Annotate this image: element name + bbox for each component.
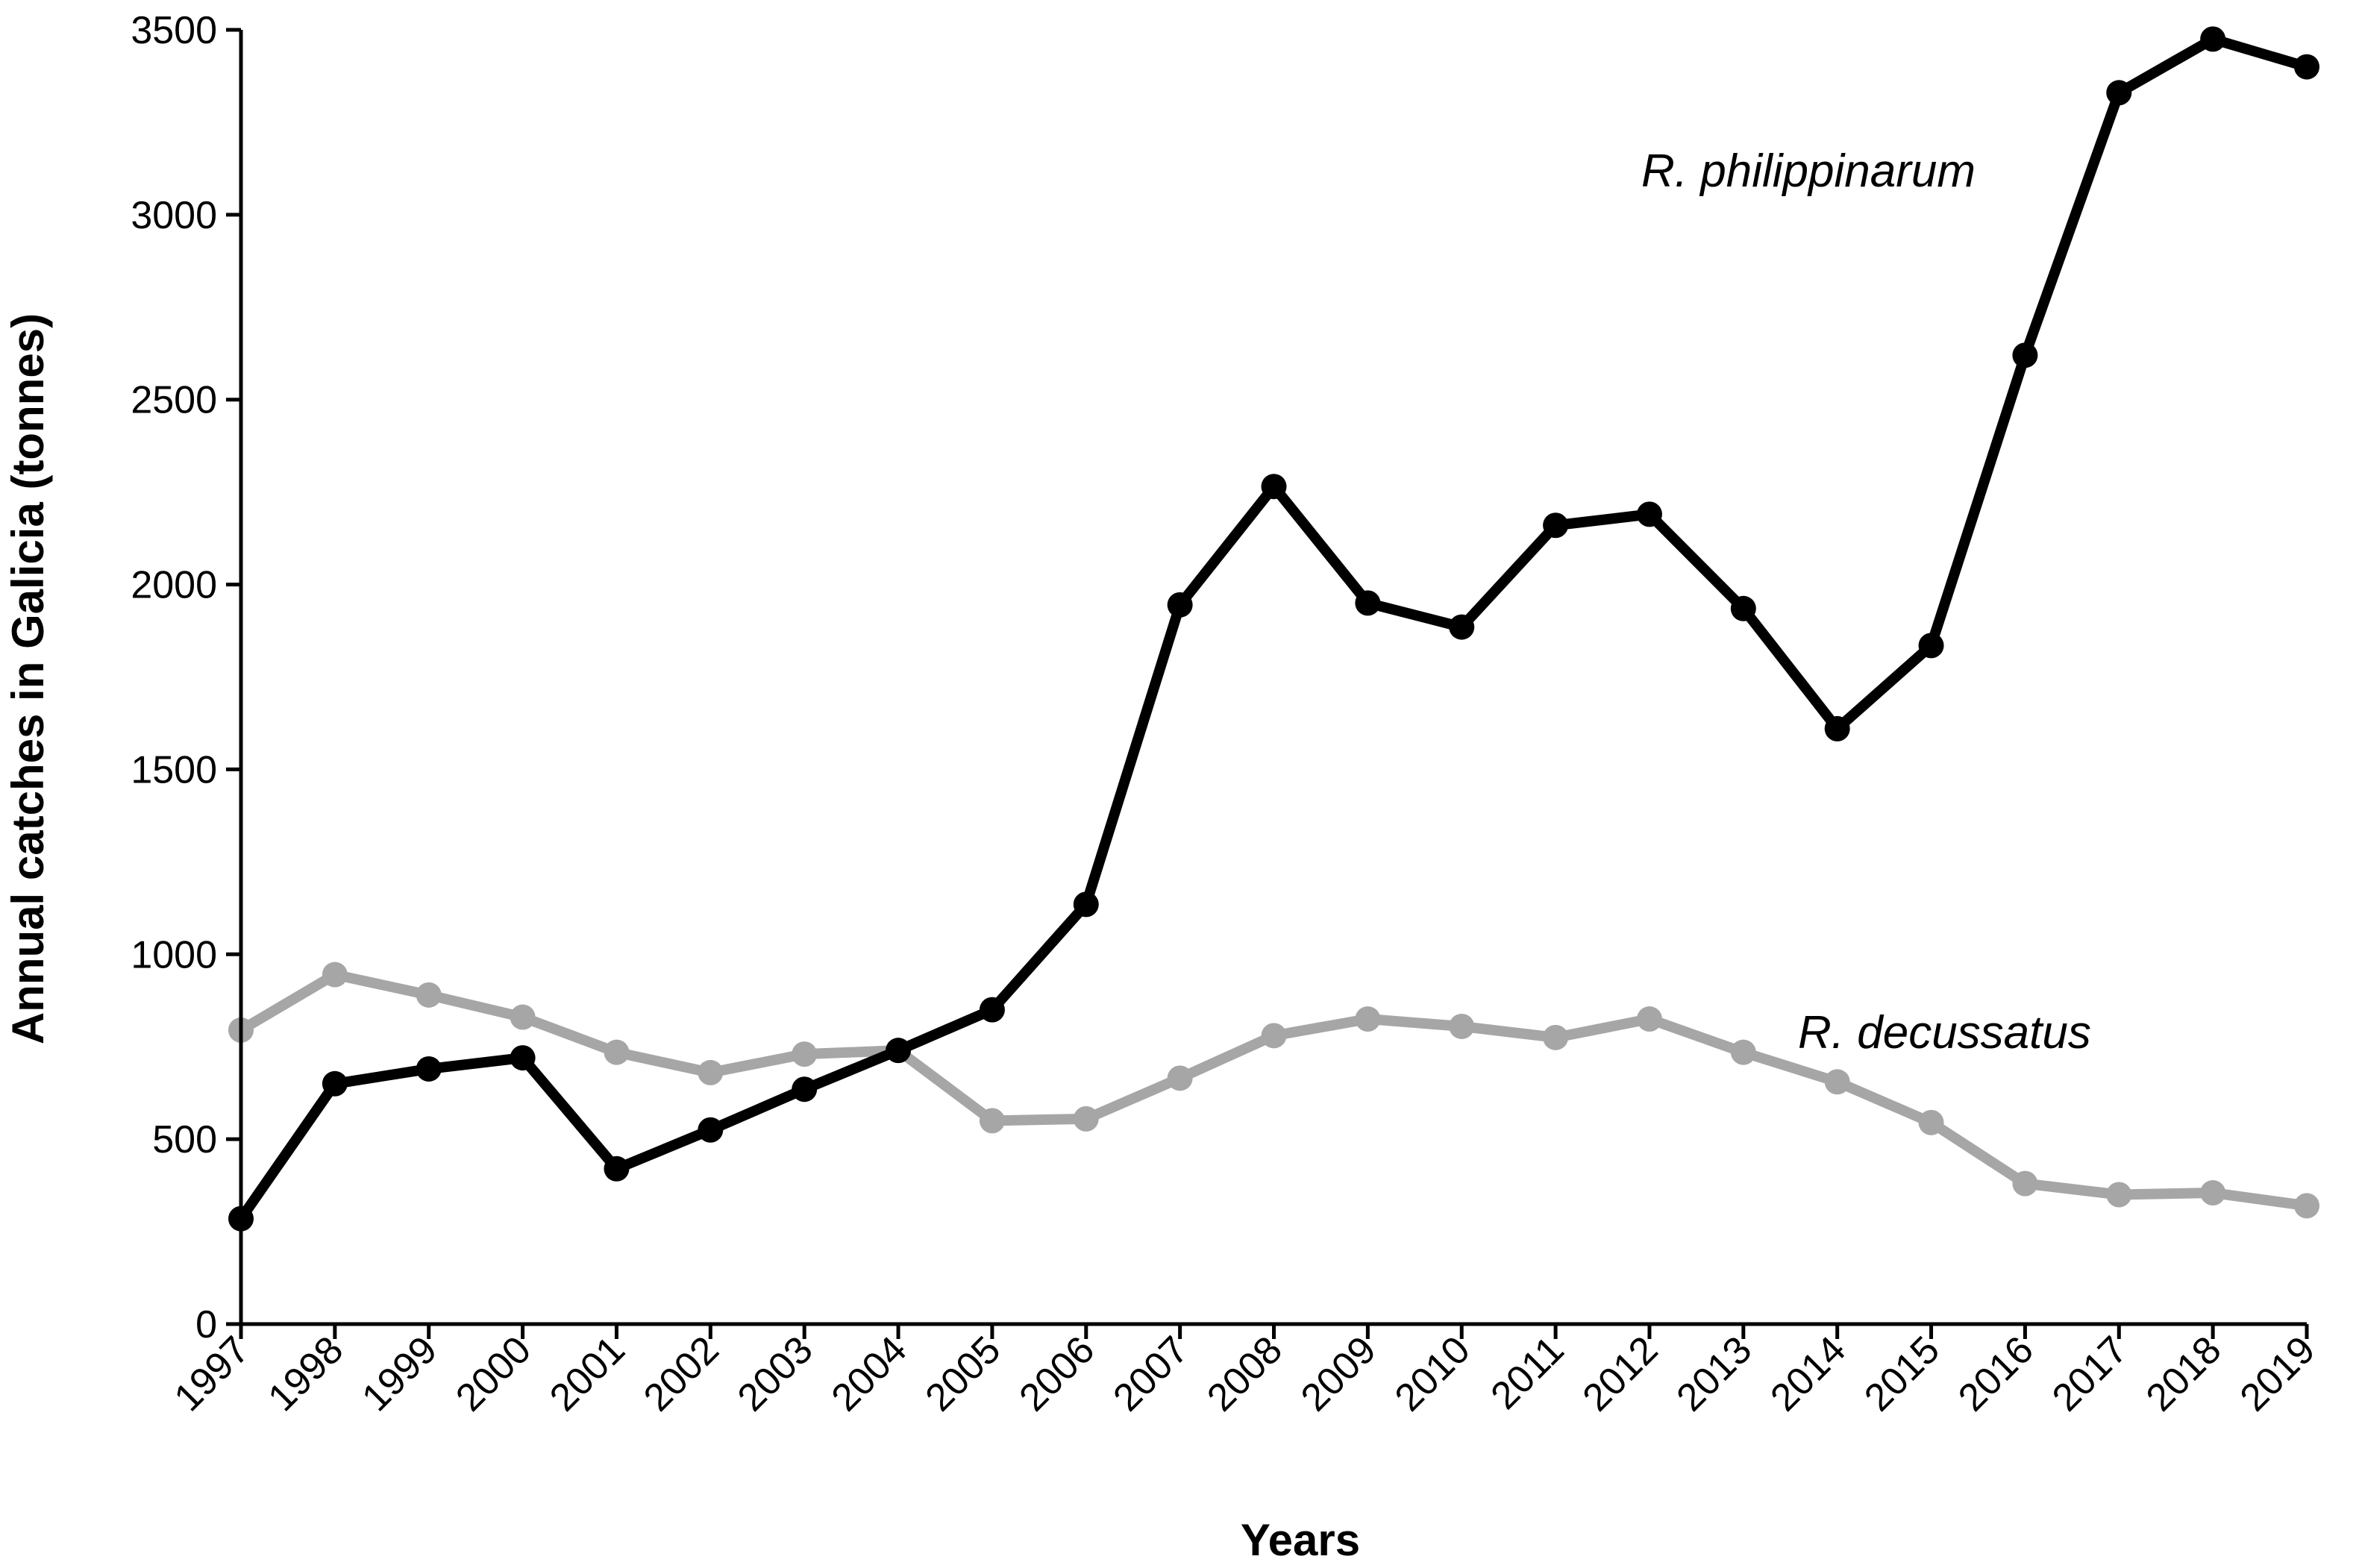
- data-point-r-philippinarum-2002: [698, 1117, 724, 1143]
- y-tick-label: 1000: [131, 933, 217, 976]
- x-tick-label: 2008: [1199, 1328, 1291, 1420]
- plot-area: [228, 26, 2319, 1232]
- x-tick-label: 2007: [1105, 1328, 1197, 1420]
- x-axis-title: Years: [1241, 1515, 1360, 1565]
- x-tick-label: 2015: [1856, 1328, 1948, 1420]
- x-tick-label: 2012: [1575, 1328, 1667, 1420]
- data-point-r-decussatus-2015: [1918, 1109, 1944, 1135]
- data-point-r-decussatus-2014: [1824, 1069, 1850, 1095]
- data-point-r-decussatus-2005: [979, 1108, 1005, 1134]
- data-point-r-philippinarum-2000: [510, 1045, 536, 1071]
- data-point-r-philippinarum-2009: [1355, 590, 1381, 616]
- x-tick-label: 2011: [1482, 1328, 1572, 1417]
- data-point-r-decussatus-2018: [2200, 1180, 2226, 1206]
- y-tick-label: 3000: [131, 194, 217, 237]
- data-point-r-decussatus-2019: [2294, 1193, 2319, 1219]
- data-point-r-decussatus-2003: [792, 1041, 818, 1067]
- data-point-r-philippinarum-2005: [979, 997, 1005, 1023]
- data-point-r-philippinarum-2012: [1636, 501, 1662, 527]
- x-tick-label: 2001: [542, 1328, 633, 1420]
- data-point-r-philippinarum-2014: [1824, 715, 1850, 741]
- y-tick-label: 2500: [131, 379, 217, 422]
- data-point-r-philippinarum-2004: [886, 1038, 912, 1064]
- series-label-r-philippinarum: R. philippinarum: [1641, 145, 1976, 197]
- x-tick-label: 2014: [1762, 1328, 1854, 1420]
- y-tick-label: 2000: [131, 564, 217, 607]
- y-tick-label: 500: [152, 1118, 217, 1161]
- x-axis-ticks: 1997 1998 1999 2000 2001 2002 2003 2004 2005 2006…: [166, 1324, 2324, 1420]
- data-point-r-philippinarum-2016: [2012, 342, 2038, 369]
- y-tick-label: 3500: [131, 9, 217, 52]
- x-tick-label: 2010: [1387, 1328, 1479, 1420]
- x-tick-label: 2019: [2232, 1328, 2324, 1420]
- data-point-r-philippinarum-2010: [1449, 614, 1475, 640]
- data-point-r-decussatus-2013: [1730, 1039, 1756, 1065]
- x-tick-label: 2017: [2044, 1328, 2136, 1420]
- series-label-r-decussatus: R. decussatus: [1798, 1007, 2091, 1059]
- y-axis-ticks: 0 500 1000 1500 2000 2500 3000 3500: [131, 9, 241, 1346]
- data-point-r-philippinarum-2007: [1167, 592, 1193, 618]
- x-tick-label: 2016: [1950, 1328, 2042, 1420]
- x-tick-label: 2013: [1668, 1328, 1760, 1420]
- data-point-r-decussatus-2012: [1636, 1006, 1662, 1032]
- data-point-r-philippinarum-2017: [2106, 80, 2132, 106]
- x-tick-label: 2018: [2138, 1328, 2230, 1420]
- y-tick-label: 1500: [131, 748, 217, 791]
- data-point-r-decussatus-2010: [1449, 1013, 1475, 1039]
- data-point-r-decussatus-1999: [416, 982, 442, 1008]
- x-tick-label: 1999: [354, 1328, 445, 1420]
- data-point-r-decussatus-1998: [322, 962, 348, 988]
- x-tick-label: 2006: [1011, 1328, 1103, 1420]
- data-point-r-philippinarum-1999: [416, 1056, 442, 1082]
- data-point-r-philippinarum-2001: [604, 1155, 630, 1182]
- x-tick-label: 2004: [824, 1328, 915, 1420]
- data-point-r-decussatus-2002: [698, 1059, 724, 1085]
- data-point-r-philippinarum-2013: [1730, 595, 1756, 621]
- data-point-r-decussatus-2000: [510, 1004, 536, 1030]
- data-point-r-decussatus-2011: [1543, 1024, 1569, 1050]
- x-tick-label: 2000: [448, 1328, 539, 1420]
- data-point-r-philippinarum-2011: [1543, 512, 1569, 539]
- x-tick-label: 2002: [636, 1328, 727, 1420]
- data-point-r-decussatus-2006: [1073, 1106, 1099, 1132]
- data-point-r-decussatus-2001: [604, 1039, 630, 1065]
- data-point-r-philippinarum-2003: [792, 1076, 818, 1103]
- data-point-r-philippinarum-2008: [1261, 474, 1287, 500]
- x-tick-label: 2003: [730, 1328, 821, 1420]
- data-point-r-decussatus-2008: [1261, 1023, 1287, 1049]
- x-tick-label: 2005: [918, 1328, 1009, 1420]
- data-point-r-philippinarum-2006: [1073, 891, 1099, 918]
- data-point-r-philippinarum-2019: [2294, 54, 2319, 80]
- data-point-r-philippinarum-1998: [322, 1070, 348, 1097]
- y-tick-label: 0: [195, 1303, 217, 1346]
- data-point-r-philippinarum-2018: [2200, 26, 2226, 52]
- x-tick-label: 1998: [260, 1328, 352, 1420]
- data-point-r-decussatus-2007: [1167, 1065, 1193, 1091]
- data-point-r-decussatus-2017: [2106, 1182, 2132, 1208]
- data-point-r-decussatus-2009: [1355, 1006, 1381, 1032]
- data-point-r-decussatus-2016: [2012, 1170, 2038, 1197]
- x-tick-label: 2009: [1293, 1328, 1385, 1420]
- y-axis-title: Annual catches in Galicia (tonnes): [3, 313, 53, 1044]
- data-point-r-philippinarum-2015: [1918, 633, 1944, 659]
